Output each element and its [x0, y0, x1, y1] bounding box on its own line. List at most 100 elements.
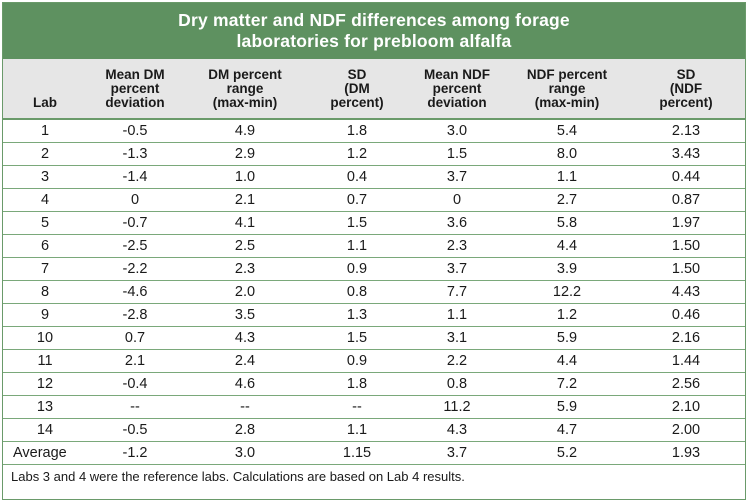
value-cell: 2.13	[627, 119, 745, 143]
column-header-line: Mean NDF	[423, 67, 490, 82]
column-header: NDF percent range (max-min)	[507, 59, 627, 120]
value-cell: 2.1	[183, 188, 307, 212]
lab-cell: 3	[3, 165, 87, 189]
column-header-line: (NDF	[669, 81, 703, 96]
column-header-line: (DM	[344, 81, 370, 96]
value-cell: 2.5	[183, 234, 307, 258]
table-row: 3 -1.4 1.0 0.4 3.7 1.1 0.44	[3, 165, 745, 189]
lab-cell: 12	[3, 372, 87, 396]
value-cell: 3.5	[183, 303, 307, 327]
table-header: Lab Mean DM percent deviation DM percent rang…	[3, 59, 745, 120]
title-line-2: laboratories for prebloom alfalfa	[236, 31, 512, 51]
column-header-line: NDF percent	[526, 67, 608, 82]
table-row: 14 -0.5 2.8 1.1 4.3 4.7 2.00	[3, 418, 745, 442]
value-cell: 0.7	[87, 326, 183, 350]
column-header-line: SD	[676, 67, 696, 82]
column-header-line: SD	[347, 67, 367, 82]
value-cell: 5.9	[507, 395, 627, 419]
value-cell: 2.3	[407, 234, 507, 258]
column-header-line: percent	[432, 81, 482, 96]
lab-cell: 5	[3, 211, 87, 235]
column-header-line: range	[226, 81, 264, 96]
value-cell: 3.9	[507, 257, 627, 281]
lab-cell: 7	[3, 257, 87, 281]
value-cell: 3.7	[407, 165, 507, 189]
value-cell: 1.50	[627, 257, 745, 281]
value-cell: 1.1	[407, 303, 507, 327]
value-cell: 1.50	[627, 234, 745, 258]
value-cell: -0.5	[87, 418, 183, 442]
value-cell: 0.8	[307, 280, 407, 304]
table-row: 13 -- -- -- 11.2 5.9 2.10	[3, 395, 745, 419]
value-cell: 0.8	[407, 372, 507, 396]
value-cell: 4.9	[183, 119, 307, 143]
value-cell: 4.3	[183, 326, 307, 350]
table-row: 5 -0.7 4.1 1.5 3.6 5.8 1.97	[3, 211, 745, 235]
average-row: Average -1.2 3.0 1.15 3.7 5.2 1.93	[3, 441, 745, 465]
value-cell: 0.7	[307, 188, 407, 212]
value-cell: 4.3	[407, 418, 507, 442]
column-header: SD (NDF percent)	[627, 59, 745, 120]
value-cell: --	[307, 395, 407, 419]
table-row: 2 -1.3 2.9 1.2 1.5 8.0 3.43	[3, 142, 745, 166]
value-cell: 0.9	[307, 257, 407, 281]
value-cell: 1.8	[307, 372, 407, 396]
average-label: Average	[3, 441, 87, 465]
value-cell: 12.2	[507, 280, 627, 304]
value-cell: 5.8	[507, 211, 627, 235]
column-header-line: percent	[110, 81, 160, 96]
table-body: 1 -0.5 4.9 1.8 3.0 5.4 2.13 2 -1.3 2.9 1.2 1.5 8.0 3.…	[3, 119, 745, 465]
value-cell: 3.0	[407, 119, 507, 143]
lab-cell: 8	[3, 280, 87, 304]
value-cell: -0.5	[87, 119, 183, 143]
value-cell: -2.8	[87, 303, 183, 327]
value-cell: 1.5	[307, 326, 407, 350]
lab-cell: 6	[3, 234, 87, 258]
table-row: 8 -4.6 2.0 0.8 7.7 12.2 4.43	[3, 280, 745, 304]
table-row: 4 0 2.1 0.7 0 2.7 0.87	[3, 188, 745, 212]
lab-cell: 2	[3, 142, 87, 166]
value-cell: 1.5	[407, 142, 507, 166]
column-header-line: range	[548, 81, 586, 96]
value-cell: 2.0	[183, 280, 307, 304]
lab-cell: 11	[3, 349, 87, 373]
value-cell: 0.4	[307, 165, 407, 189]
column-header-line: Mean DM	[105, 67, 165, 82]
value-cell: 0.46	[627, 303, 745, 327]
value-cell: 1.44	[627, 349, 745, 373]
value-cell: 5.9	[507, 326, 627, 350]
column-header-line: (max-min)	[212, 95, 278, 110]
value-cell: 4.6	[183, 372, 307, 396]
lab-cell: 1	[3, 119, 87, 143]
value-cell: 0	[87, 188, 183, 212]
value-cell: 1.2	[507, 303, 627, 327]
value-cell: 2.56	[627, 372, 745, 396]
value-cell: 0.87	[627, 188, 745, 212]
value-cell: 1.0	[183, 165, 307, 189]
table-title: Dry matter and NDF differences among for…	[3, 3, 745, 59]
value-cell: 2.10	[627, 395, 745, 419]
column-header: Lab	[3, 59, 87, 120]
value-cell: 3.7	[407, 257, 507, 281]
value-cell: -0.4	[87, 372, 183, 396]
value-cell: 0.9	[307, 349, 407, 373]
value-cell: 2.3	[183, 257, 307, 281]
value-cell: 5.4	[507, 119, 627, 143]
table-row: 11 2.1 2.4 0.9 2.2 4.4 1.44	[3, 349, 745, 373]
table-row: 10 0.7 4.3 1.5 3.1 5.9 2.16	[3, 326, 745, 350]
value-cell: --	[87, 395, 183, 419]
value-cell: 4.1	[183, 211, 307, 235]
value-cell: 1.1	[507, 165, 627, 189]
value-cell: 2.7	[507, 188, 627, 212]
table-row: 1 -0.5 4.9 1.8 3.0 5.4 2.13	[3, 119, 745, 143]
value-cell: 2.8	[183, 418, 307, 442]
value-cell: 8.0	[507, 142, 627, 166]
column-header-line: percent)	[659, 95, 713, 110]
value-cell: 1.97	[627, 211, 745, 235]
lab-cell: 10	[3, 326, 87, 350]
value-cell: -2.5	[87, 234, 183, 258]
value-cell: -1.4	[87, 165, 183, 189]
table-row: 12 -0.4 4.6 1.8 0.8 7.2 2.56	[3, 372, 745, 396]
value-cell: 2.2	[407, 349, 507, 373]
